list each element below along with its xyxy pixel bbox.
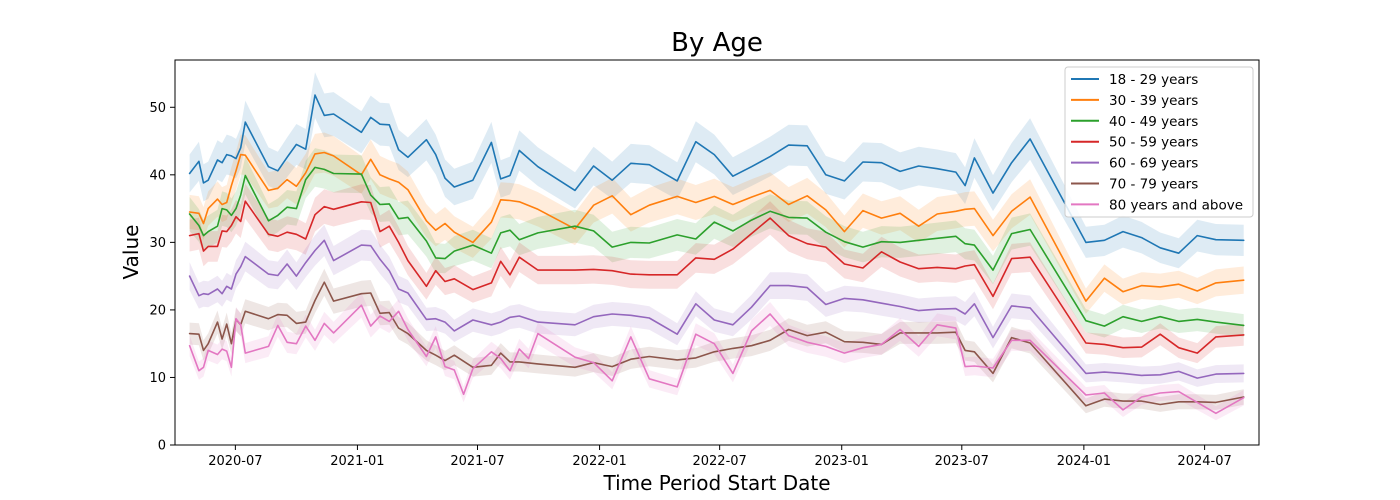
- x-tick-label: 2023-07: [935, 454, 989, 469]
- legend-label: 18 - 29 years: [1109, 72, 1198, 88]
- x-tick-label: 2024-01: [1057, 454, 1111, 469]
- y-axis-ticks: 0 10 20 30 40 50: [149, 101, 175, 454]
- series-line-1: [188, 151, 1245, 302]
- x-tick-label: 2021-07: [450, 454, 504, 469]
- series-line-4: [188, 239, 1245, 379]
- series-line-3: [188, 200, 1245, 354]
- y-tick-label: 10: [149, 371, 166, 386]
- series-line-6: [188, 304, 1245, 415]
- x-tick-label: 2023-01: [815, 454, 869, 469]
- legend: 18 - 29 years 30 - 39 years 40 - 49 years 5…: [1064, 66, 1254, 218]
- series-line-2: [188, 166, 1245, 327]
- x-axis-title: Time Period Start Date: [602, 471, 830, 495]
- y-tick-label: 20: [149, 303, 166, 318]
- series-lines: [188, 94, 1245, 415]
- series-line-5: [188, 281, 1245, 407]
- x-tick-label: 2020-07: [208, 454, 262, 469]
- plot-frame: [174, 59, 1260, 446]
- x-axis-ticks: 2020-07 2021-01 2021-07 2022-01 2022-07 2023-…: [208, 445, 1232, 469]
- y-axis-title: Value: [119, 225, 143, 280]
- legend-label: 40 - 49 years: [1109, 114, 1198, 130]
- legend-box: [1064, 66, 1254, 218]
- x-tick-label: 2024-07: [1177, 454, 1231, 469]
- x-tick-label: 2021-01: [330, 454, 384, 469]
- legend-label: 60 - 69 years: [1109, 156, 1198, 172]
- confidence-band-1: [189, 132, 1244, 314]
- y-tick-label: 50: [149, 101, 166, 116]
- y-tick-label: 40: [149, 168, 166, 183]
- y-tick-label: 0: [158, 439, 166, 454]
- legend-label: 30 - 39 years: [1109, 93, 1198, 109]
- confidence-band-6: [189, 292, 1244, 421]
- confidence-band-0: [189, 72, 1244, 269]
- legend-label: 70 - 79 years: [1109, 177, 1198, 193]
- confidence-band-3: [189, 183, 1244, 364]
- legend-label: 80 years and above: [1109, 197, 1243, 213]
- chart-title: By Age: [671, 28, 763, 58]
- confidence-band-4: [189, 224, 1244, 387]
- x-tick-label: 2022-01: [572, 454, 626, 469]
- confidence-band-2: [189, 148, 1244, 338]
- x-tick-label: 2022-07: [692, 454, 746, 469]
- series-line-0: [188, 94, 1245, 254]
- legend-label: 50 - 59 years: [1109, 135, 1198, 151]
- y-tick-label: 30: [149, 236, 166, 251]
